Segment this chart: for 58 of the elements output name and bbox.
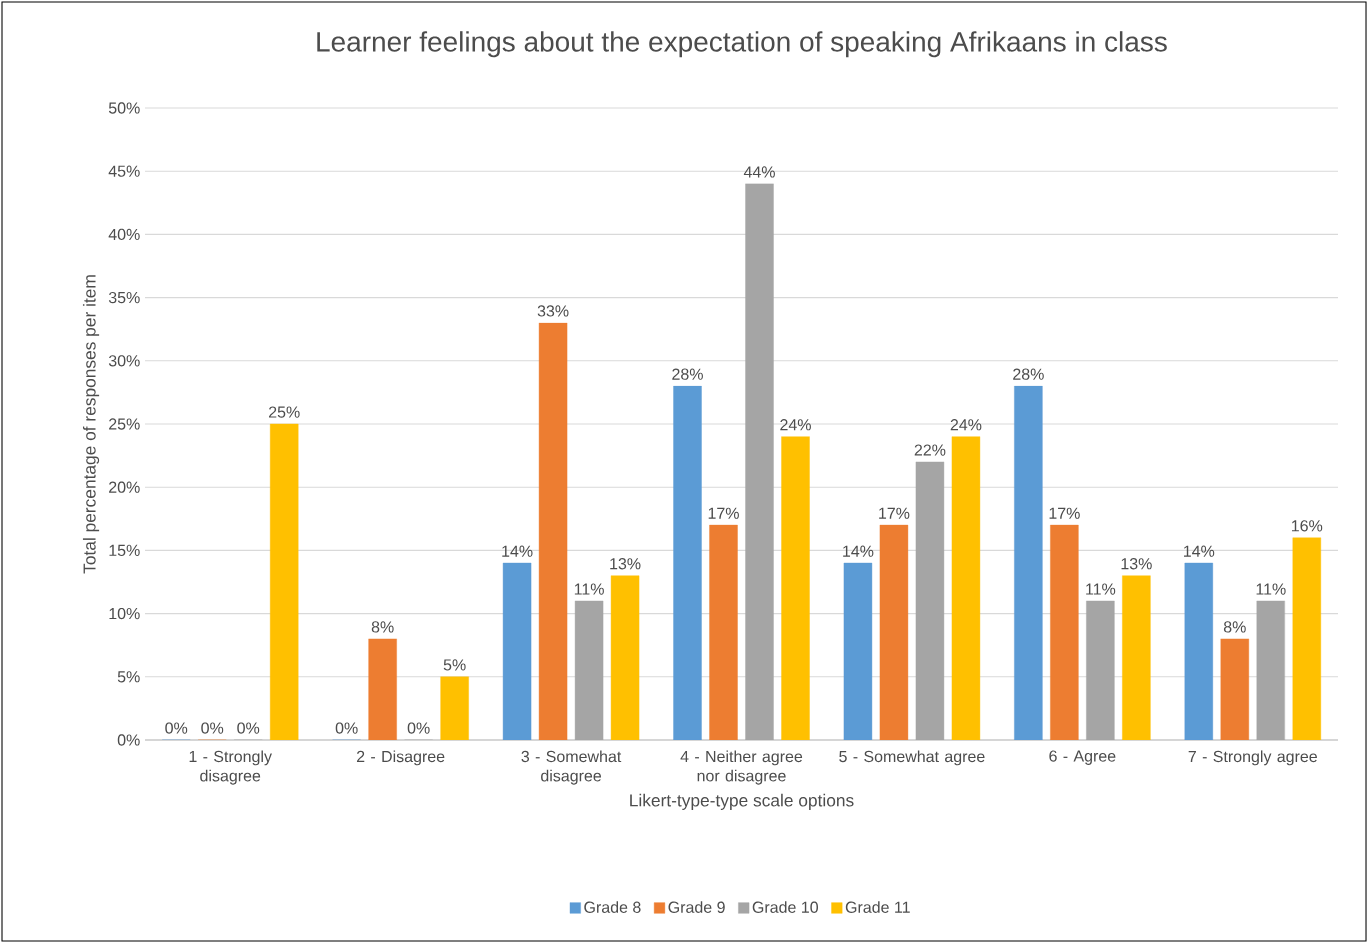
bar bbox=[1014, 385, 1043, 740]
y-tick-label: 45% bbox=[108, 165, 140, 177]
y-tick-label: 20% bbox=[109, 481, 140, 493]
data-label: 25% bbox=[268, 406, 300, 418]
data-label: 5% bbox=[443, 659, 466, 671]
legend-label: Grade 11 bbox=[845, 901, 910, 913]
bar bbox=[1184, 562, 1213, 740]
x-tick-label: 3 - Somewhat disagree bbox=[521, 750, 622, 785]
data-label: 0% bbox=[201, 722, 224, 734]
data-label: 8% bbox=[1223, 621, 1246, 633]
data-label: 33% bbox=[537, 305, 569, 317]
x-tick-label: 2 - Disagree bbox=[356, 750, 445, 766]
data-label: 13% bbox=[610, 558, 641, 570]
x-tick-label: 7 - Strongly agree bbox=[1188, 750, 1317, 766]
data-label: 0% bbox=[165, 722, 188, 734]
y-tick-label: 0% bbox=[117, 734, 140, 746]
data-label: 28% bbox=[1013, 368, 1044, 380]
data-label: 28% bbox=[672, 368, 703, 380]
data-label: 13% bbox=[1121, 558, 1152, 570]
y-tick-label: 30% bbox=[108, 355, 140, 367]
data-label: 14% bbox=[843, 545, 874, 557]
data-label: 14% bbox=[1184, 545, 1215, 557]
data-label: 8% bbox=[371, 621, 394, 633]
data-label: 0% bbox=[407, 722, 430, 734]
bar bbox=[843, 562, 873, 740]
x-tick-label: 6 - Agree bbox=[1049, 750, 1116, 765]
y-tick-label: 35% bbox=[108, 291, 140, 304]
bar bbox=[673, 385, 702, 740]
data-label: 11% bbox=[574, 583, 604, 595]
y-tick-label: 5% bbox=[117, 671, 140, 683]
data-label: 24% bbox=[950, 419, 982, 431]
y-tick-label: 25% bbox=[109, 418, 140, 430]
data-label: 11% bbox=[1086, 583, 1116, 595]
data-label: 44% bbox=[743, 166, 775, 178]
data-label: 16% bbox=[1291, 520, 1323, 532]
data-label: 14% bbox=[502, 545, 533, 557]
data-label: 17% bbox=[879, 507, 910, 519]
y-tick-label: 10% bbox=[109, 607, 140, 620]
data-label: 0% bbox=[335, 722, 358, 734]
x-tick-label: 4 - Neither agree nor disagree bbox=[680, 750, 803, 785]
y-tick-label: 40% bbox=[108, 228, 140, 241]
legend-label: Grade 10 bbox=[752, 901, 819, 913]
x-tick-label: 1 - Strongly disagree bbox=[189, 750, 272, 785]
data-label: 17% bbox=[708, 507, 739, 519]
y-tick-label: 15% bbox=[109, 544, 140, 557]
chart-title: Learner feelings about the expectation of speaking Afrikaans in class bbox=[317, 31, 1167, 58]
data-label: 17% bbox=[1049, 507, 1080, 519]
legend-label: Grade 9 bbox=[668, 901, 725, 913]
data-label: 24% bbox=[780, 419, 811, 431]
data-label: 22% bbox=[914, 444, 946, 456]
data-label: 11% bbox=[1256, 583, 1286, 595]
x-axis-title: Likert-type-type scale options bbox=[630, 793, 854, 810]
bar bbox=[502, 562, 532, 740]
y-axis-title: Total percentage of responses per item bbox=[82, 275, 100, 574]
legend-label: Grade 8 bbox=[584, 901, 641, 913]
y-tick-label: 50% bbox=[108, 102, 140, 114]
data-label: 0% bbox=[237, 722, 260, 734]
x-tick-label: 5 - Somewhat agree bbox=[839, 750, 985, 766]
